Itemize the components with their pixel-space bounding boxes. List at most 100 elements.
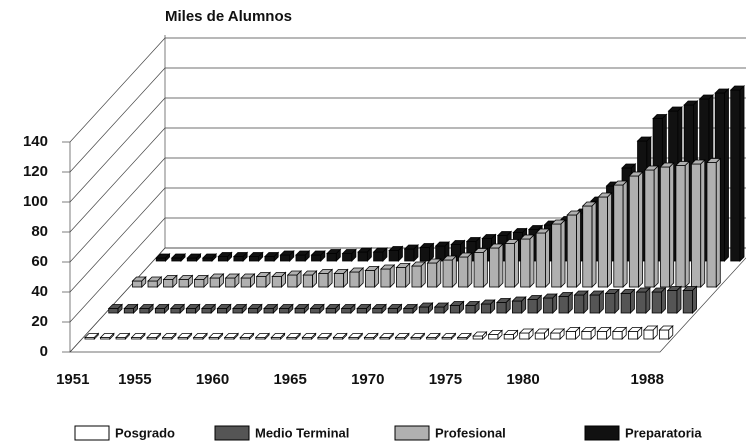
bar (326, 248, 342, 262)
bar (441, 332, 457, 340)
bar-side (645, 287, 651, 314)
bar-side (165, 253, 170, 262)
bar-side (156, 332, 161, 340)
bar-front (333, 273, 345, 288)
bar-front (419, 247, 430, 262)
bar (185, 303, 201, 314)
bar-side (265, 271, 271, 288)
bar-side (171, 332, 177, 340)
bar (402, 303, 419, 314)
bar-front (295, 254, 306, 262)
bar (294, 303, 310, 314)
bar-front (565, 331, 577, 340)
bar (403, 244, 419, 262)
bar (418, 302, 434, 314)
bar-side (435, 332, 441, 340)
bar-side (668, 325, 674, 340)
bar-front (380, 268, 391, 288)
bar-side (544, 328, 549, 340)
bar (248, 251, 264, 262)
bar-front (489, 247, 500, 288)
bar (310, 250, 326, 262)
bar-front (388, 250, 399, 262)
bar (596, 326, 612, 340)
bar-front (233, 256, 244, 262)
bar-front (496, 302, 507, 314)
bar (363, 332, 379, 340)
bar-front (318, 273, 329, 288)
bar-side (93, 332, 99, 340)
bar (480, 299, 496, 314)
bar-front (473, 252, 484, 288)
bar (223, 332, 239, 340)
bar-side (357, 332, 363, 340)
bar (138, 303, 155, 314)
bar-side (374, 265, 380, 288)
bar-side (210, 303, 216, 314)
bar-side (281, 271, 286, 288)
bar (130, 332, 146, 340)
bar (705, 157, 722, 288)
bar (224, 273, 240, 288)
bar-front (551, 223, 562, 288)
bar-side (412, 303, 418, 314)
bar (147, 276, 163, 288)
bar-side (195, 303, 201, 314)
bar (426, 258, 442, 288)
bar (177, 332, 193, 340)
bar (217, 251, 233, 262)
bar (99, 332, 115, 340)
bar-front (605, 293, 616, 314)
bar-front (217, 256, 229, 262)
bar (263, 303, 279, 314)
bar-side (559, 328, 565, 340)
bar (169, 303, 186, 314)
bar-front (644, 169, 655, 288)
bar-front (620, 293, 631, 314)
bar (518, 328, 534, 340)
bar (316, 332, 333, 340)
bar (193, 274, 209, 288)
bar-front (472, 335, 483, 340)
x-tick-label: 1955 (118, 371, 151, 388)
bar-front (178, 279, 189, 288)
bar-front (659, 166, 671, 288)
bar-side (288, 303, 294, 314)
bar (200, 303, 217, 314)
bar-front (264, 256, 275, 262)
bar-side (381, 303, 387, 314)
bar-front (519, 332, 530, 340)
y-tick-label: 80 (31, 223, 48, 240)
bar-side (133, 303, 138, 314)
bar-front (373, 251, 384, 262)
bar-front (287, 274, 298, 288)
bar-side (436, 258, 442, 288)
bar (526, 294, 543, 314)
bar (611, 326, 628, 340)
bar-side (505, 297, 511, 314)
bar (348, 267, 365, 288)
bar-side (692, 285, 697, 314)
bar-front (488, 334, 499, 340)
bar-front (325, 308, 336, 314)
bar-side (474, 300, 480, 314)
bar-side (521, 296, 527, 314)
bar (519, 234, 535, 288)
bar (635, 287, 651, 314)
bar-side (715, 157, 721, 288)
x-tick-label: 1960 (196, 371, 229, 388)
bar-front (651, 291, 662, 314)
bar-side (303, 303, 309, 314)
bar-side (234, 273, 240, 288)
bar-front (574, 294, 585, 314)
y-tick-label: 100 (23, 193, 48, 210)
bar-front (349, 271, 360, 288)
bar (581, 201, 598, 288)
bar-front (364, 270, 376, 288)
bar-side (366, 303, 371, 314)
bar-side (227, 251, 233, 262)
bar (271, 271, 287, 288)
chart-title: Miles de Alumnos (165, 8, 292, 25)
bar-side (335, 303, 340, 314)
bar-side (419, 332, 425, 340)
